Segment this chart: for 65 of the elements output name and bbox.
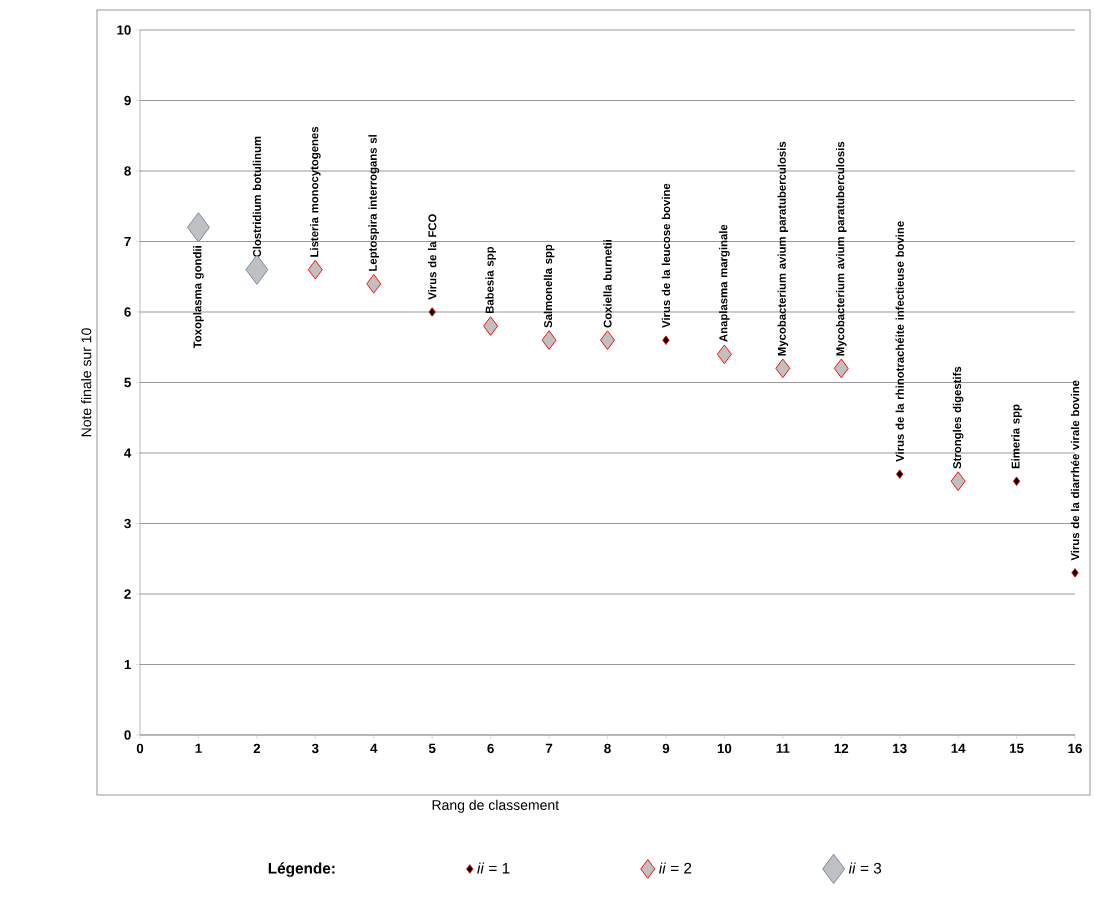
y-tick-label: 3 bbox=[124, 518, 131, 529]
x-tick-label: 0 bbox=[136, 743, 144, 754]
y-tick-label: 2 bbox=[124, 589, 131, 599]
annotation: Virus de la FCO bbox=[428, 214, 437, 300]
y-tick-label: 8 bbox=[124, 166, 131, 176]
point bbox=[1012, 476, 1021, 486]
x-tick-label: 15 bbox=[1009, 743, 1024, 753]
point bbox=[541, 330, 557, 350]
point bbox=[483, 316, 499, 336]
x-tick-label: 6 bbox=[487, 743, 494, 754]
annotation: Salmonella spp bbox=[543, 244, 555, 328]
x-tick-label: 8 bbox=[604, 743, 611, 754]
x-tick-label: 7 bbox=[545, 743, 553, 753]
annotation: Toxoplasma gondii bbox=[193, 246, 204, 349]
legend-label: ii = 2 bbox=[659, 862, 692, 874]
annotation: Virus de la rhinotrachéite infectieuse bovine bbox=[895, 221, 904, 462]
annotation: Mycobacterium avium paratuberculosis bbox=[777, 141, 789, 356]
legend-label: ii = 1 bbox=[477, 862, 510, 874]
annotation: Clostridium botulinum bbox=[252, 136, 262, 257]
annotation: Virus de la diarrhée virale bovine bbox=[1070, 380, 1080, 561]
x-tick-label: 3 bbox=[311, 743, 319, 754]
annotation: Babesia spp bbox=[485, 246, 496, 314]
y-tick-label: 5 bbox=[124, 377, 131, 388]
point bbox=[600, 330, 615, 350]
y-tick-label: 4 bbox=[124, 448, 132, 458]
annotation: Leptospira interrogans sl bbox=[368, 135, 380, 271]
x-tick-label: 2 bbox=[253, 743, 261, 754]
point bbox=[428, 307, 436, 317]
point bbox=[775, 358, 791, 379]
point bbox=[662, 335, 670, 345]
point bbox=[186, 212, 210, 243]
point bbox=[950, 471, 966, 491]
annotation: Coxiella burnetii bbox=[603, 239, 612, 328]
y-tick-label: 7 bbox=[124, 236, 131, 247]
annotation: Eimeria spp bbox=[1011, 404, 1022, 469]
annotation: Anaplasma marginale bbox=[719, 224, 730, 342]
annotation: Strongles digestifs bbox=[952, 366, 964, 469]
legend-title: Légende: bbox=[268, 862, 335, 877]
y-axis-title: Note finale sur 10 bbox=[81, 328, 92, 437]
point bbox=[833, 358, 849, 379]
annotation: Listeria monocytogenes bbox=[310, 126, 321, 257]
point bbox=[1071, 568, 1079, 578]
x-tick-label: 16 bbox=[1068, 743, 1082, 754]
y-tick-label: 9 bbox=[124, 95, 131, 106]
x-tick-label: 4 bbox=[370, 743, 378, 753]
x-tick-label: 5 bbox=[428, 743, 436, 753]
x-tick-label: 13 bbox=[893, 743, 907, 754]
x-tick-label: 1 bbox=[195, 743, 202, 753]
point bbox=[716, 344, 732, 365]
legend-label: ii = 3 bbox=[848, 862, 882, 874]
x-tick-label: 11 bbox=[776, 743, 790, 753]
y-tick-label: 0 bbox=[124, 730, 131, 740]
y-tick-label: 10 bbox=[117, 25, 131, 35]
x-tick-label: 9 bbox=[662, 743, 670, 754]
annotation: Virus de la leucose bovine bbox=[661, 183, 671, 328]
x-tick-label: 10 bbox=[717, 743, 732, 754]
y-tick-label: 1 bbox=[124, 659, 131, 670]
annotation: Mycobacterium avium paratuberculosis bbox=[835, 141, 847, 356]
x-tick-label: 14 bbox=[951, 743, 966, 753]
x-axis-title: Rang de classement bbox=[432, 799, 559, 813]
point bbox=[896, 469, 904, 479]
point bbox=[366, 273, 382, 294]
point bbox=[307, 259, 323, 280]
y-tick-label: 6 bbox=[124, 307, 131, 317]
x-tick-label: 12 bbox=[834, 743, 849, 754]
